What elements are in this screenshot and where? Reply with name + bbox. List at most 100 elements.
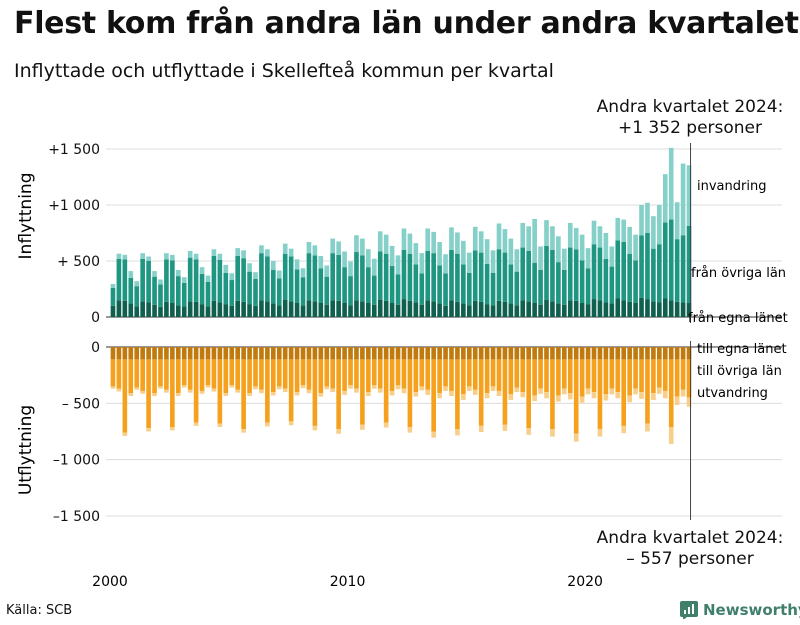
- bar-out-other: [211, 359, 217, 389]
- bar-in-immigration: [567, 222, 573, 248]
- bar-out-own: [282, 347, 288, 360]
- bar-out-own: [573, 347, 579, 360]
- bar-in-other: [615, 240, 621, 299]
- bar-out-emigration: [520, 392, 526, 398]
- bar-out-emigration: [389, 390, 395, 396]
- bar-in-immigration: [371, 258, 377, 276]
- bar-out-emigration: [276, 386, 282, 390]
- bar-out-emigration: [645, 423, 650, 432]
- bar-out-other: [657, 359, 662, 388]
- bar-in-other: [401, 249, 407, 300]
- bar-in-immigration: [336, 241, 341, 255]
- bar-out-emigration: [514, 387, 520, 393]
- bar-in-immigration: [502, 229, 508, 253]
- bar-out-own: [229, 347, 235, 360]
- bar-out-emigration: [306, 389, 312, 394]
- bar-in-immigration: [597, 226, 603, 248]
- bar-out-other: [395, 359, 401, 386]
- bar-out-emigration: [223, 393, 229, 397]
- bar-in-own: [573, 300, 579, 317]
- bar-in-immigration: [591, 220, 597, 245]
- bar-out-own: [193, 347, 199, 360]
- bar-in-other: [668, 219, 674, 301]
- bar-in-immigration: [128, 271, 134, 278]
- bar-out-emigration: [425, 389, 431, 395]
- bar-out-emigration: [235, 389, 240, 393]
- bar-out-own: [211, 347, 217, 360]
- bar-in-other: [544, 245, 549, 300]
- bar-out-other: [175, 359, 181, 394]
- bar-out-other: [354, 359, 359, 389]
- bar-in-other: [443, 273, 448, 306]
- bar-out-emigration: [455, 429, 460, 436]
- bar-out-own: [514, 347, 520, 360]
- bar-in-immigration: [146, 256, 151, 261]
- bar-in-other: [217, 259, 223, 303]
- bar-in-own: [116, 300, 122, 317]
- bar-out-emigration: [443, 386, 448, 391]
- bar-out-own: [538, 347, 543, 360]
- bar-out-own: [140, 347, 145, 360]
- bar-in-other: [633, 260, 638, 303]
- bar-out-other: [449, 359, 454, 391]
- y-tick-label-top: +1 500: [48, 142, 100, 158]
- bar-out-other: [567, 359, 573, 394]
- bar-in-own: [282, 299, 288, 317]
- bar-in-own: [443, 305, 448, 317]
- bar-out-own: [199, 347, 205, 360]
- bar-out-emigration: [241, 429, 246, 433]
- bar-out-emigration: [609, 388, 615, 395]
- bar-in-own: [223, 304, 229, 317]
- bar-out-other: [674, 359, 680, 397]
- bar-out-emigration: [639, 392, 644, 399]
- bar-out-own: [633, 347, 638, 360]
- bar-in-immigration: [585, 248, 591, 269]
- bar-out-emigration: [336, 429, 341, 434]
- bar-out-own: [170, 347, 175, 360]
- bar-out-other: [193, 359, 199, 423]
- bar-in-other: [265, 256, 270, 302]
- bar-out-other: [490, 359, 496, 387]
- bar-out-emigration: [662, 390, 668, 399]
- bar-in-immigration: [294, 259, 300, 270]
- bar-out-other: [223, 359, 229, 394]
- bar-out-own: [508, 347, 514, 360]
- bar-out-other: [377, 359, 383, 389]
- bar-out-other: [680, 359, 686, 390]
- bar-in-immigration: [651, 216, 656, 249]
- bar-out-other: [550, 359, 555, 430]
- bar-out-other: [407, 359, 413, 427]
- bar-in-immigration: [621, 219, 627, 242]
- y-axis-label-top: Inflyttning: [16, 173, 36, 260]
- bar-in-own: [205, 306, 211, 317]
- bar-out-own: [532, 347, 537, 360]
- bar-in-other: [300, 277, 306, 306]
- bar-in-own: [366, 303, 371, 317]
- bar-out-other: [116, 359, 122, 389]
- bar-in-own: [680, 302, 686, 317]
- bar-in-immigration: [211, 249, 217, 256]
- bar-out-emigration: [484, 393, 490, 399]
- bar-in-own: [668, 300, 674, 317]
- bar-in-immigration: [247, 263, 252, 272]
- bar-in-own: [544, 299, 549, 317]
- bar-in-immigration: [164, 253, 169, 260]
- bar-in-other: [585, 268, 591, 305]
- bar-out-own: [276, 347, 282, 360]
- bar-out-other: [229, 359, 235, 386]
- bar-out-own: [371, 347, 377, 360]
- bar-out-emigration: [259, 389, 264, 394]
- bar-out-other: [645, 359, 650, 424]
- bar-out-own: [342, 347, 347, 360]
- bar-out-other: [437, 359, 442, 394]
- bar-out-other: [187, 359, 193, 390]
- bar-out-other: [591, 359, 597, 393]
- bar-out-other: [383, 359, 389, 423]
- bar-out-emigration: [324, 386, 330, 390]
- bar-out-own: [579, 347, 585, 360]
- bar-in-other: [152, 276, 157, 305]
- bar-in-own: [478, 301, 484, 317]
- bar-out-own: [187, 347, 193, 360]
- series-label-to-own: till egna länet: [697, 342, 787, 357]
- bar-in-own: [639, 297, 644, 317]
